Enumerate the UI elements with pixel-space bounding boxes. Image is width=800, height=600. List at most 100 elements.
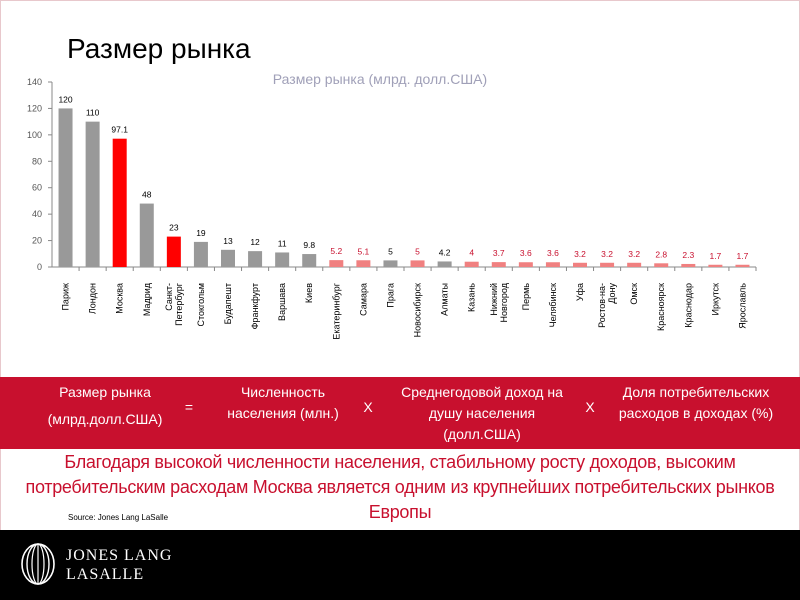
bar (302, 254, 317, 267)
data-label: 19 (196, 228, 206, 238)
data-label: 3.2 (574, 249, 586, 259)
bar (735, 264, 750, 267)
y-tick-label: 60 (32, 183, 42, 193)
x-tick-label: Будапешт (223, 283, 233, 324)
x-tick-label-line: Новгород (499, 282, 509, 322)
x-tick-label: Варшава (277, 283, 287, 321)
y-tick-label: 20 (32, 236, 42, 246)
x-tick-label: Москва (115, 283, 125, 314)
data-label: 120 (58, 94, 72, 104)
x-tick-label: Санкт- Петербург (164, 282, 184, 326)
x-tick-label-line: Самара (358, 283, 368, 316)
x-tick-label: Лондон (88, 283, 98, 314)
logo-line-1: JONES LANG (66, 547, 173, 564)
x-tick-label: Иркутск (710, 283, 720, 316)
chart-title: Размер рынка (млрд. долл.США) (273, 71, 487, 87)
x-tick-label-line: Челябинск (548, 283, 558, 327)
data-label: 12 (250, 237, 260, 247)
market-size-formula: Размер рынка (млрд.долл.США) = Численнос… (0, 377, 800, 449)
data-label: 110 (86, 108, 100, 118)
bar (383, 260, 398, 267)
data-label: 3.6 (547, 248, 559, 258)
x-tick-label-line: Алматы (440, 283, 450, 316)
formula-term-income: Среднегодовой доход на душу населения (д… (401, 384, 563, 442)
x-tick-label-line: Петербург (174, 282, 184, 326)
x-tick-label-line: Франкфурт (250, 283, 260, 329)
x-tick-label-line: Новосибирск (413, 283, 423, 337)
x-tick-label: Нижний Новгород (489, 282, 509, 322)
x-tick-label-line: Стокгольм (196, 283, 206, 326)
data-label: 3.7 (493, 248, 505, 258)
data-label: 1.7 (709, 251, 721, 261)
x-tick-label-line: Париж (61, 283, 71, 311)
bar (654, 263, 669, 267)
formula-term1-line1: Размер рынка (59, 384, 151, 400)
x-tick-label: Краснодар (683, 283, 693, 328)
y-tick-label: 100 (27, 130, 42, 140)
y-tick-label: 80 (32, 156, 42, 166)
x-tick-label-line: Москва (115, 283, 125, 314)
x-tick-label-line: Прага (385, 283, 395, 308)
jll-logo-text: JONES LANG LASALLE (66, 546, 172, 584)
data-label: 48 (142, 190, 152, 200)
x-tick-label-line: Екатеринбург (331, 282, 341, 339)
formula-times-2: X (585, 399, 595, 415)
bar (573, 262, 587, 267)
formula-term-consumer-share: Доля потребительских расходов в доходах … (618, 384, 774, 421)
data-label: 3.6 (520, 248, 532, 258)
formula-term1-line2: (млрд.долл.США) (47, 411, 163, 427)
x-tick-label: Ростов-на- Дону (597, 283, 617, 328)
data-label: 5.1 (357, 246, 369, 256)
data-label: 97.1 (111, 125, 128, 135)
data-label: 5 (388, 246, 393, 256)
x-tick-label-line: Киев (304, 283, 314, 303)
bar (681, 263, 696, 267)
x-tick-label: Красноярск (656, 283, 666, 331)
data-label: 3.2 (628, 249, 640, 259)
x-tick-label: Париж (61, 283, 71, 311)
bar (437, 261, 452, 267)
bar (518, 262, 533, 267)
x-tick-label-line: Омск (629, 283, 639, 305)
x-tick-label-line: Нижний (489, 283, 499, 316)
data-label: 13 (223, 236, 233, 246)
bar (193, 241, 208, 267)
x-tick-label: Уфа (575, 283, 585, 301)
x-tick-label-line: Иркутск (710, 283, 720, 316)
x-tick-label-line: Пермь (521, 283, 531, 311)
formula-term-population: Численность населения (млн.) (227, 384, 339, 421)
bar (275, 252, 290, 267)
x-tick-label: Прага (385, 283, 395, 308)
x-tick-label: Франкфурт (250, 283, 260, 329)
data-label: 2.3 (682, 250, 694, 260)
bar (708, 264, 723, 267)
x-tick-label: Омск (629, 283, 639, 305)
x-tick-label: Екатеринбург (331, 282, 341, 339)
data-label: 3.2 (601, 249, 613, 259)
bar (329, 260, 344, 267)
x-tick-label-line: Краснодар (683, 283, 693, 328)
x-tick-label-line: Казань (467, 283, 477, 312)
footer-bar: JONES LANG LASALLE (0, 530, 800, 600)
x-tick-label: Киев (304, 283, 314, 303)
x-tick-label: Пермь (521, 283, 531, 311)
bar (600, 262, 615, 267)
bar (85, 121, 100, 267)
x-tick-label: Ярославль (737, 283, 747, 329)
formula-times-1: X (363, 399, 373, 415)
data-label: 9.8 (303, 240, 315, 250)
source-note: Source: Jones Lang LaSalle (68, 513, 169, 522)
x-tick-label: Стокгольм (196, 283, 206, 326)
bar (248, 251, 263, 267)
x-tick-label: Казань (467, 283, 477, 312)
x-tick-label: Челябинск (548, 283, 558, 327)
x-tick-label-line: Будапешт (223, 283, 233, 324)
x-tick-label-line: Ростов-на- (597, 283, 607, 328)
bar-chart: Размер рынка (млрд. долл.США) 0 20 40 60 80 1… (27, 71, 757, 340)
jll-logo-icon (21, 543, 55, 585)
bar (627, 262, 642, 267)
data-label: 5.2 (330, 246, 342, 256)
formula-equals: = (184, 399, 194, 415)
data-label: 4 (469, 248, 474, 258)
y-tick-label: 120 (27, 103, 42, 113)
